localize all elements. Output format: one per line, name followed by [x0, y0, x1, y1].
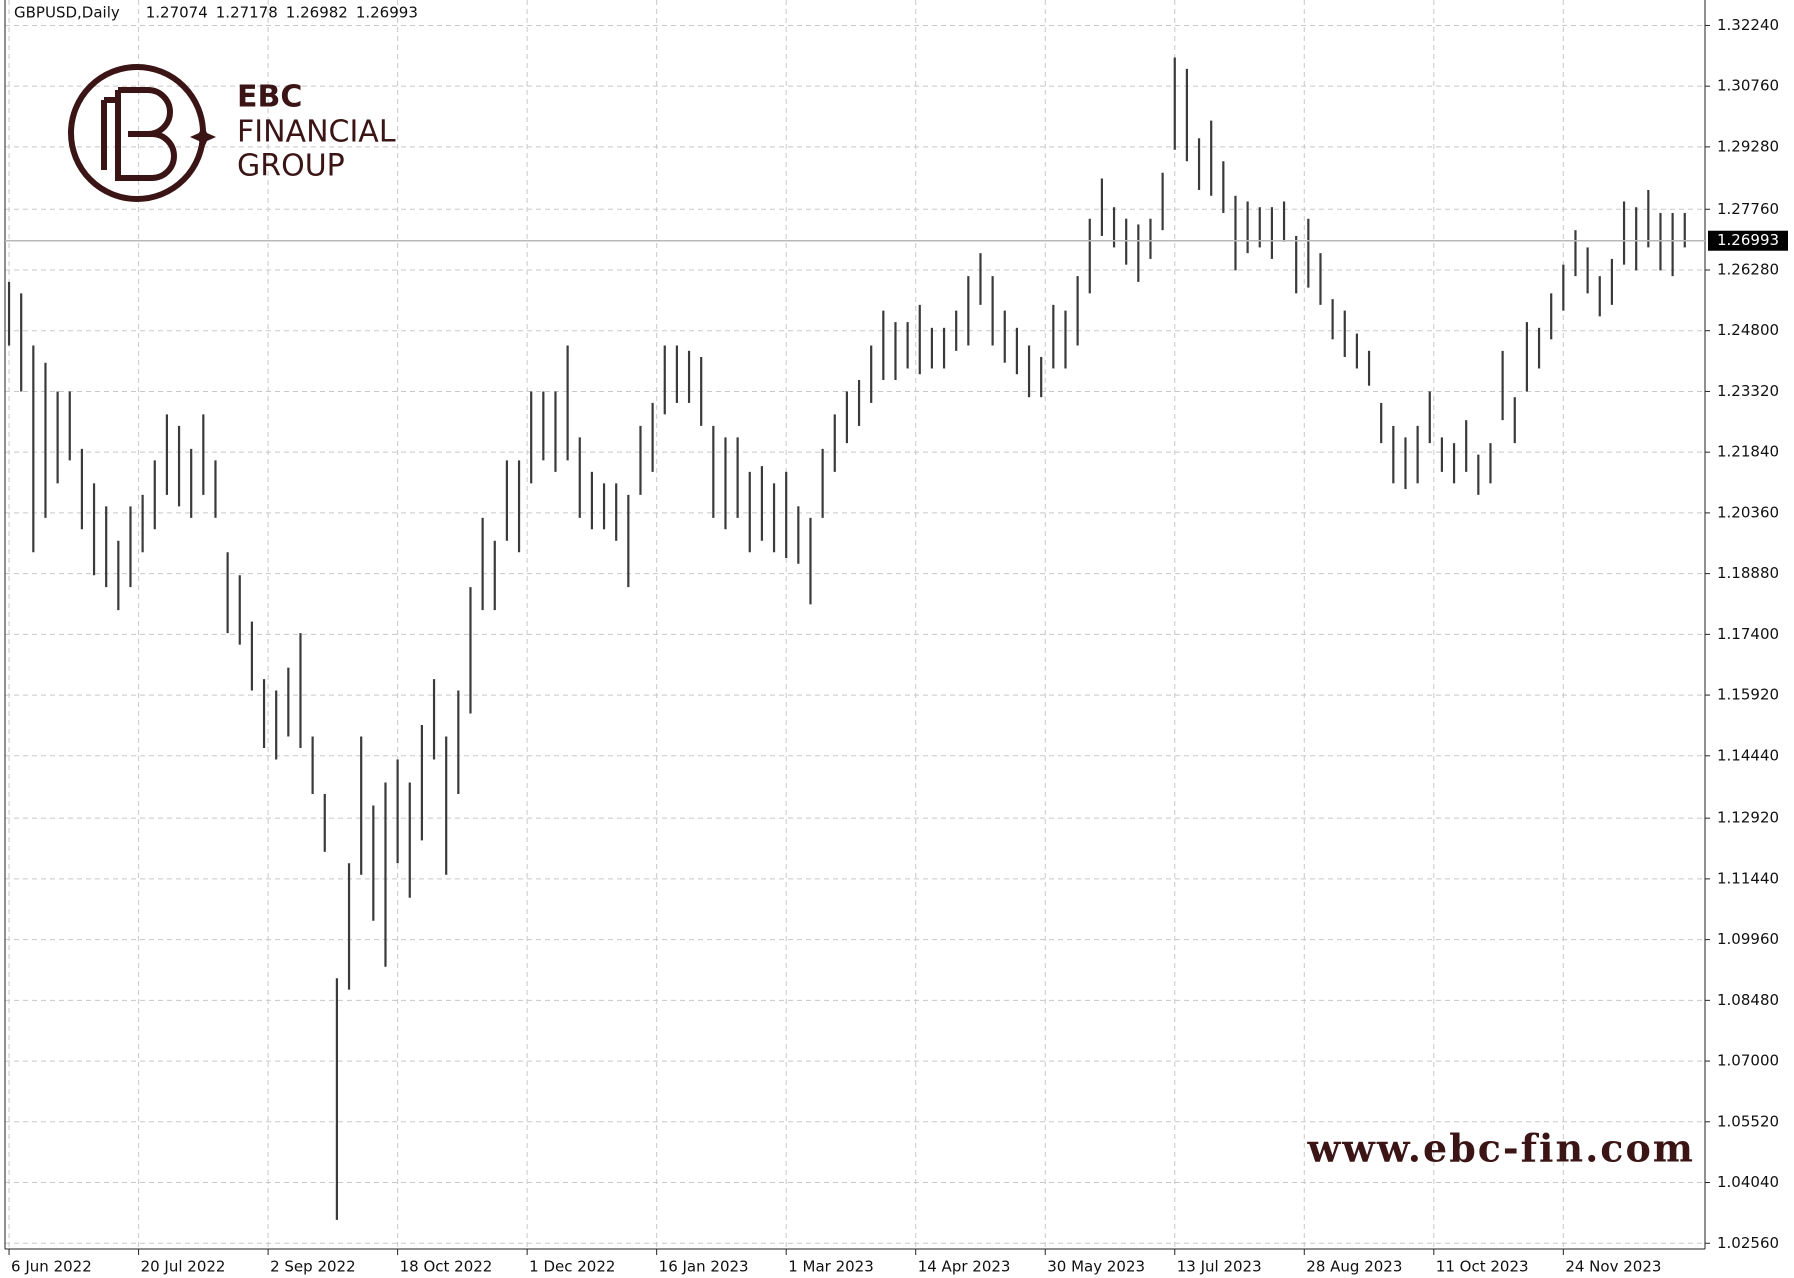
y-tick-label: 1.11440: [1717, 869, 1779, 887]
x-tick-label: 2 Sep 2022: [270, 1258, 356, 1276]
y-tick-label: 1.32240: [1717, 16, 1779, 34]
y-tick-label: 1.05520: [1717, 1112, 1779, 1130]
header-price: 1.27178: [216, 4, 278, 22]
x-tick-label: 30 May 2023: [1047, 1258, 1145, 1276]
x-tick-label: 14 Apr 2023: [918, 1258, 1011, 1276]
y-tick-label: 1.08480: [1717, 991, 1779, 1009]
y-tick-label: 1.14440: [1717, 746, 1779, 764]
y-tick-label: 1.15920: [1717, 686, 1779, 704]
last-price-box: [1708, 230, 1788, 251]
symbol: GBPUSD,Daily: [14, 4, 120, 22]
x-tick-label: 1 Dec 2022: [529, 1258, 615, 1276]
header: GBPUSD,Daily 1.27074 1.27178 1.26982 1.2699…: [14, 4, 418, 22]
y-tick-label: 1.04040: [1717, 1173, 1779, 1191]
header-price: 1.26993: [356, 4, 418, 22]
x-tick-label: 28 Aug 2023: [1306, 1258, 1402, 1276]
x-tick-label: 6 Jun 2022: [11, 1258, 92, 1276]
y-tick-label: 1.30760: [1717, 77, 1779, 95]
y-tick-label: 1.12920: [1717, 809, 1779, 827]
header-price: 1.27074: [146, 4, 208, 22]
brand-line: FINANCIAL: [237, 115, 396, 150]
x-tick-label: 18 Oct 2022: [400, 1258, 493, 1276]
y-tick-label: 1.18880: [1717, 564, 1779, 582]
x-tick-label: 13 Jul 2023: [1177, 1258, 1262, 1276]
bars: [7, 57, 1686, 1220]
header-price: 1.26982: [286, 4, 348, 22]
brand-line: GROUP: [237, 149, 345, 184]
x-tick-label: 24 Nov 2023: [1565, 1258, 1661, 1276]
x-tick-label: 11 Oct 2023: [1436, 1258, 1529, 1276]
website: www.ebc-fin.com: [1306, 1126, 1695, 1171]
logo-star: [190, 124, 216, 150]
y-tick-label: 1.24800: [1717, 321, 1779, 339]
y-tick-label: 1.23320: [1717, 382, 1779, 400]
x-tick-label: 20 Jul 2022: [141, 1258, 226, 1276]
x-tick-label: 1 Mar 2023: [788, 1258, 874, 1276]
y-tick-label: 1.02560: [1717, 1234, 1779, 1252]
y-tick-label: 1.21840: [1717, 443, 1779, 461]
y-tick-label: 1.26280: [1717, 260, 1779, 278]
logo: EBC FINANCIAL GROUP: [68, 64, 396, 202]
y-tick-label: 1.20360: [1717, 503, 1779, 521]
last-price-label: 1.26993: [1717, 231, 1779, 249]
y-tick-label: 1.27760: [1717, 200, 1779, 218]
brand: EBC: [237, 80, 302, 115]
logo-mark: [101, 87, 177, 181]
y-tick-label: 1.17400: [1717, 625, 1779, 643]
x-tick-label: 16 Jan 2023: [659, 1258, 749, 1276]
y-tick-label: 1.07000: [1717, 1052, 1779, 1070]
y-tick-label: 1.09960: [1717, 930, 1779, 948]
y-tick-label: 1.29280: [1717, 137, 1779, 155]
